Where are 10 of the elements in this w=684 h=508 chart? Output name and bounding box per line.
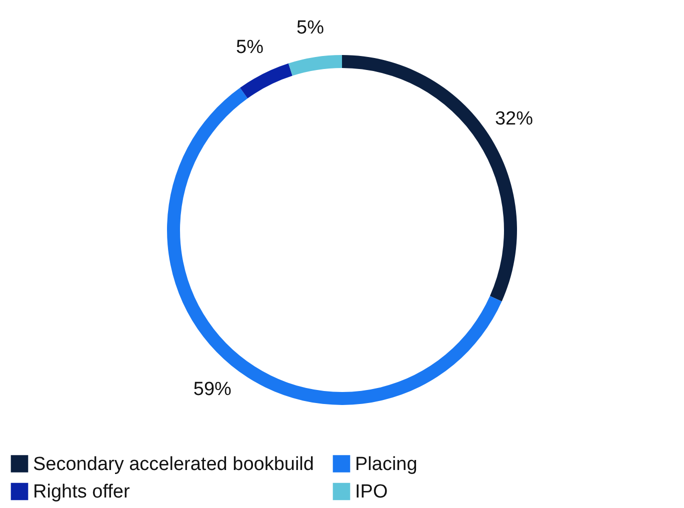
donut-slice — [240, 63, 292, 98]
data-label: 32% — [494, 108, 534, 130]
legend-label: Rights offer — [33, 482, 130, 502]
data-label: 5% — [236, 36, 264, 58]
legend-label: Secondary accelerated bookbuild — [33, 454, 314, 475]
legend-label: IPO — [355, 482, 388, 502]
data-label: 5% — [296, 17, 324, 38]
donut-slice — [288, 55, 342, 76]
data-label: 59% — [193, 378, 232, 400]
legend-label: Placing — [355, 454, 418, 475]
